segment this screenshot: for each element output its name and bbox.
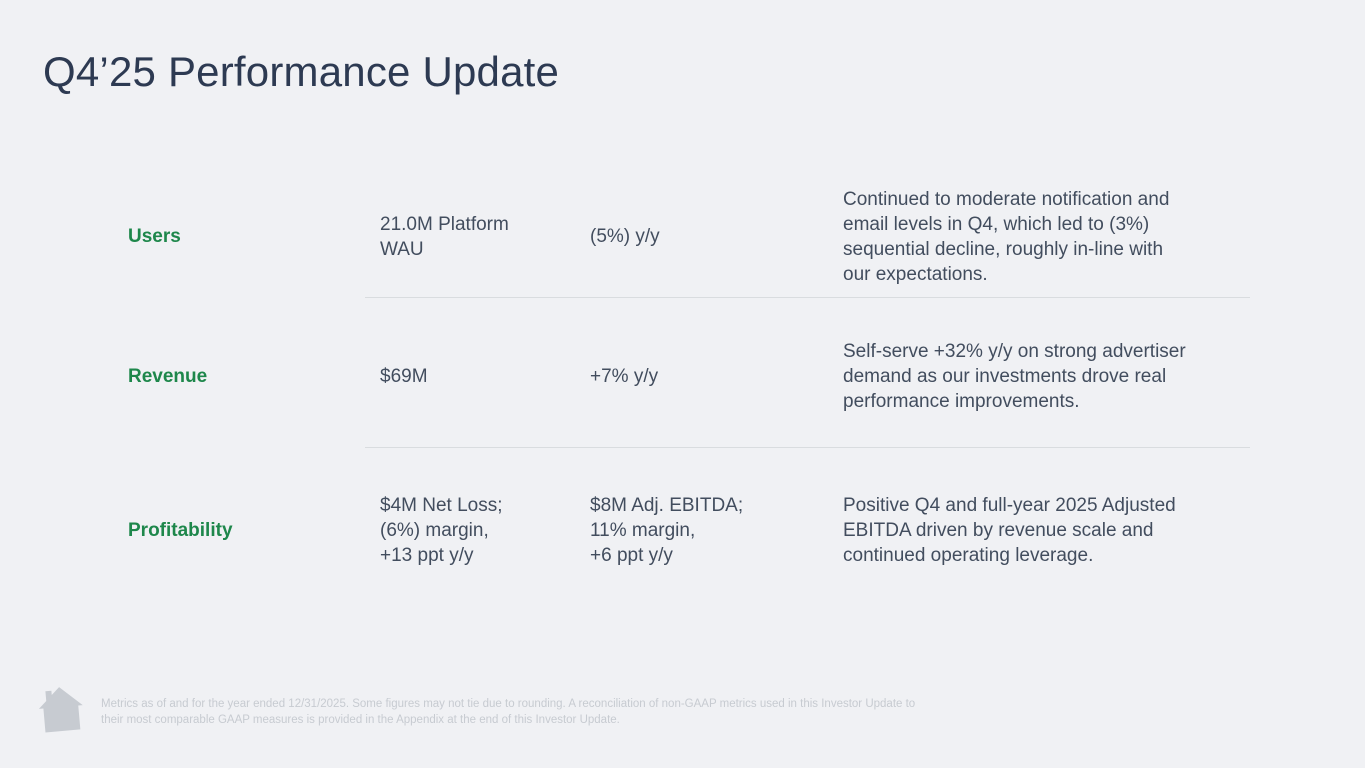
footer-note: Metrics as of and for the year ended 12/…: [101, 698, 916, 726]
metric-yoy: $8M Adj. EBITDA; 11% margin, +6 ppt y/y: [590, 494, 744, 566]
metric-yoy: (5%) y/y: [590, 226, 660, 247]
metric-label: Revenue: [128, 366, 208, 387]
metric-value: 21.0M Platform WAU: [380, 213, 509, 260]
page-title: Q4’25 Performance Update: [43, 48, 560, 95]
metric-label: Profitability: [128, 519, 233, 541]
table-row-profitability: Profitability $4M Net Loss; (6%) margin,…: [128, 448, 1250, 612]
metric-commentary: Continued to moderate notification and e…: [843, 188, 1170, 285]
metric-label: Users: [128, 226, 181, 247]
row-divider: [365, 297, 1250, 298]
metric-yoy: +7% y/y: [590, 366, 659, 387]
table-row-users: Users 21.0M Platform WAU (5%) y/y Contin…: [128, 162, 1250, 297]
footer: Metrics as of and for the year ended 12/…: [36, 684, 936, 734]
metric-value: $4M Net Loss; (6%) margin, +13 ppt y/y: [380, 494, 503, 566]
metric-commentary: Positive Q4 and full-year 2025 Adjusted …: [843, 494, 1176, 566]
row-divider: [365, 447, 1250, 448]
metric-commentary: Self-serve +32% y/y on strong advertiser…: [843, 341, 1186, 412]
house-icon: [38, 687, 83, 733]
table-row-revenue: Revenue $69M +7% y/y Self-serve +32% y/y…: [128, 298, 1250, 447]
metric-value: $69M: [380, 366, 428, 387]
metrics-table: Users 21.0M Platform WAU (5%) y/y Contin…: [128, 162, 1250, 612]
